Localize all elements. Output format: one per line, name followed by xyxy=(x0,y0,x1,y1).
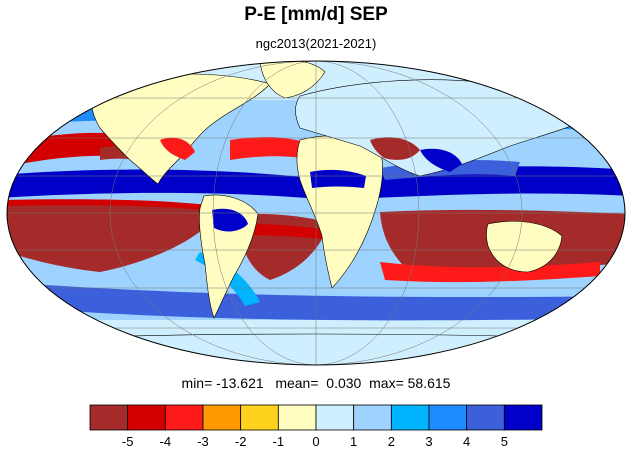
colorbar-tick-label: 5 xyxy=(501,434,508,449)
landmass-eurasia xyxy=(295,79,591,177)
graticule xyxy=(7,61,625,365)
landmass-sahel-wet xyxy=(310,169,366,188)
colorbar-tick-label: -1 xyxy=(273,434,285,449)
colorbar-box xyxy=(353,404,392,431)
colorbar-box xyxy=(428,404,468,431)
stats-min-value: -13.621 xyxy=(216,375,264,391)
colorbar-box xyxy=(390,404,430,431)
colorbar-tick-label: -4 xyxy=(160,434,172,449)
landmass-amazon-wet xyxy=(212,208,248,232)
map-title: P-E [mm/d] SEP xyxy=(244,4,388,25)
landmass-australia xyxy=(486,221,563,273)
stats-max-label: max= xyxy=(369,375,404,391)
landmass-north-america xyxy=(91,73,271,185)
stats-line: min= -13.621 mean= 0.030 max= 58.615 xyxy=(0,375,632,391)
stats-mean-label: mean= xyxy=(275,375,319,391)
field-s-indian-edge xyxy=(380,262,600,283)
colorbar-box xyxy=(277,404,317,431)
colorbar-tick-label: 0 xyxy=(312,434,319,449)
stats-min-label: min= xyxy=(181,375,213,391)
landmass-india-wet xyxy=(420,148,462,172)
colorbar-tick-label: -2 xyxy=(235,434,247,449)
colorbar-tick-label: -5 xyxy=(122,434,134,449)
field-se-pacific-dry xyxy=(7,205,220,272)
colorbar-tick-label: 1 xyxy=(350,434,357,449)
colorbar-tick-label: 3 xyxy=(425,434,432,449)
colorbar-box xyxy=(89,404,129,431)
colorbar-box xyxy=(503,404,543,431)
colorbar-tick-label: 4 xyxy=(463,434,470,449)
landmass-n-america-dry xyxy=(160,137,195,160)
map-border xyxy=(6,60,626,366)
colorbar-tick-label: 2 xyxy=(388,434,395,449)
stats-mean-value: 0.030 xyxy=(326,375,362,391)
colorbar-box xyxy=(127,404,166,431)
stats-max-value: 58.615 xyxy=(407,375,451,391)
landmass-greenland xyxy=(259,61,326,99)
colorbar-box xyxy=(466,404,505,431)
colorbar-box xyxy=(164,404,204,431)
map-subtitle: ngc2013(2021-2021) xyxy=(255,36,377,51)
colorbar-box xyxy=(240,404,279,431)
colorbar-box xyxy=(202,404,242,431)
colorbar-box xyxy=(315,404,355,431)
colorbar-tick-label: -3 xyxy=(197,434,209,449)
